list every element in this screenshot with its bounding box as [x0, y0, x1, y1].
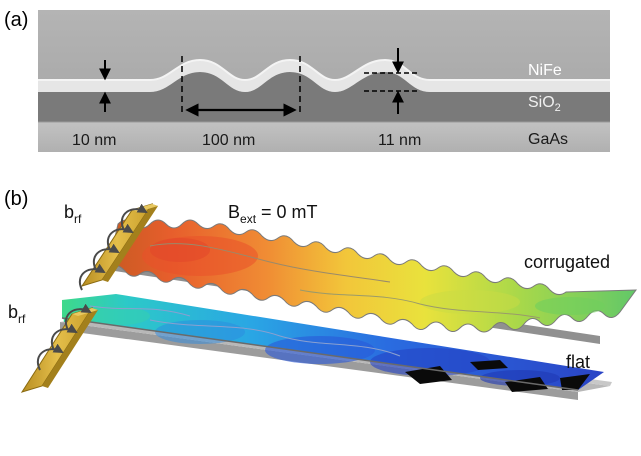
- flat-strip: [60, 294, 612, 400]
- amplitude-marker: [364, 48, 420, 114]
- sem-micrograph: [38, 10, 610, 152]
- panel-a-label: (a): [4, 9, 28, 31]
- gaas-label: GaAs: [528, 131, 568, 148]
- corrugated-strip: [107, 219, 638, 344]
- panel-b-label: (b): [4, 188, 28, 210]
- antenna-top-field-lines: [79, 203, 148, 291]
- flat-label: flat: [566, 352, 590, 372]
- nife-layer: [38, 60, 610, 92]
- amplitude-label: 11 nm: [378, 132, 421, 149]
- period-label: 100 nm: [202, 132, 255, 149]
- antenna-bottom-field-lines: [37, 303, 92, 371]
- sio2-layer: [38, 72, 610, 122]
- brf-top-label: brf: [64, 202, 82, 226]
- nife-label: NiFe: [528, 62, 562, 79]
- field-label: Bext = 0 mT: [228, 202, 318, 226]
- thickness-label: 10 nm: [72, 132, 116, 149]
- period-marker: [181, 56, 301, 117]
- sio2-label: SiO2: [528, 94, 561, 114]
- brf-bottom-label: brf: [8, 302, 26, 326]
- corrugated-label: corrugated: [524, 252, 610, 272]
